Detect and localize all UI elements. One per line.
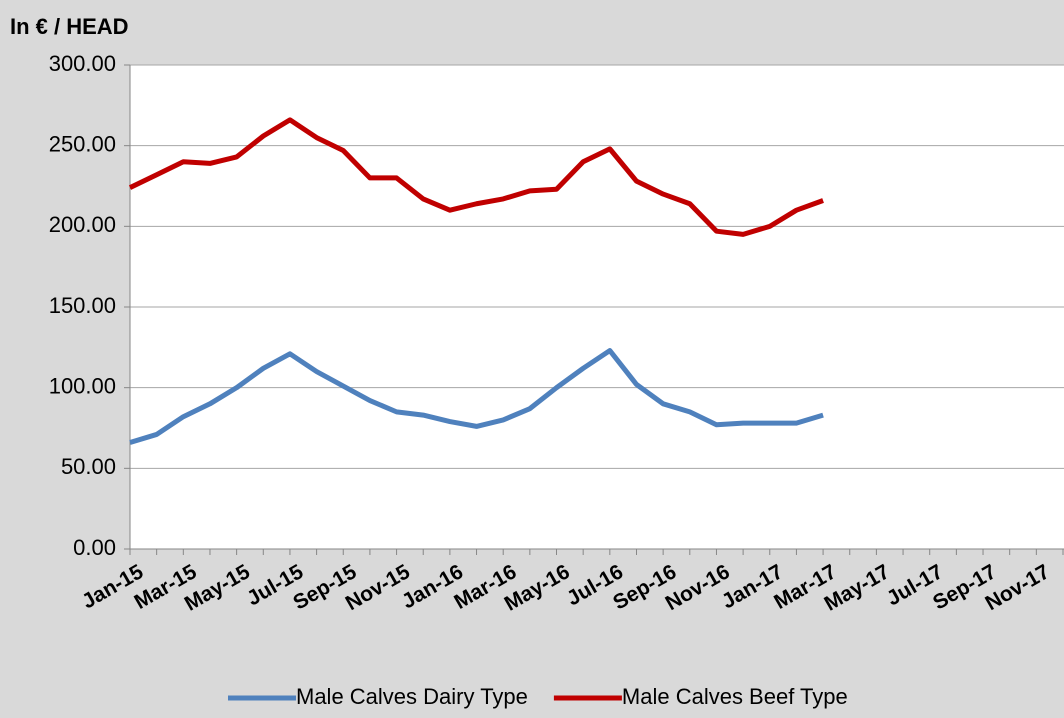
series-line bbox=[129, 348, 824, 445]
y-tick-label: 150.00 bbox=[49, 293, 116, 318]
y-tick-label: 250.00 bbox=[49, 131, 116, 156]
y-tick-label: 100.00 bbox=[49, 373, 116, 398]
chart-title: In € / HEAD bbox=[10, 14, 129, 39]
series-line bbox=[128, 117, 824, 237]
y-tick-label: 50.00 bbox=[61, 454, 116, 479]
y-tick-label: 300.00 bbox=[49, 51, 116, 76]
legend-label: Male Calves Beef Type bbox=[622, 684, 848, 709]
y-tick-label: 200.00 bbox=[49, 212, 116, 237]
y-tick-label: 0.00 bbox=[73, 535, 116, 560]
legend-label: Male Calves Dairy Type bbox=[296, 684, 528, 709]
